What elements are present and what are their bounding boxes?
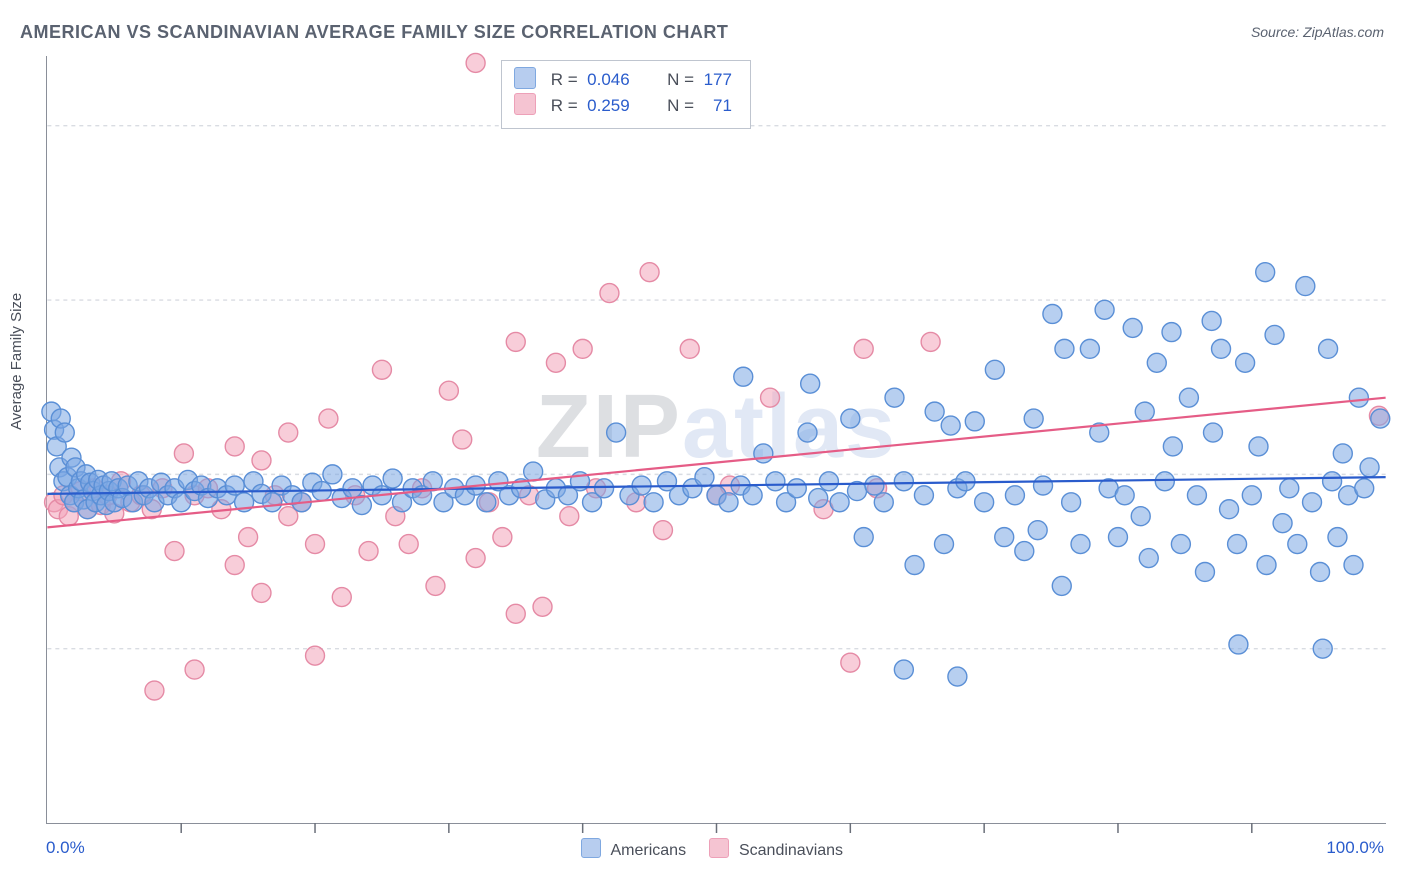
stats-row-scandinavians: R = 0.259 N = 71 [514,93,732,119]
stats-swatch-americans [514,67,536,89]
r-label: R = [551,70,578,89]
r-value-americans: 0.046 [582,70,629,89]
legend-swatch-americans [581,838,601,858]
source-prefix: Source: [1251,24,1303,40]
n-value-americans: 177 [699,70,732,89]
legend-label-scandinavians: Scandinavians [739,842,843,859]
legend-label-americans: Americans [611,842,687,859]
plot-area: ZIPatlas R = 0.046 N = 177 R = 0.259 N =… [46,56,1386,824]
n-value-scandinavians: 71 [699,96,732,115]
chart-title: AMERICAN VS SCANDINAVIAN AVERAGE FAMILY … [20,22,728,43]
source-attribution: Source: ZipAtlas.com [1251,24,1384,40]
scatter-plot-svg [47,56,1386,823]
y-axis-label: Average Family Size [8,293,25,430]
series-legend: Americans Scandinavians [0,838,1406,860]
r-label: R = [551,96,578,115]
legend-swatch-scandinavians [709,838,729,858]
n-label: N = [667,70,694,89]
correlation-stats-box: R = 0.046 N = 177 R = 0.259 N = 71 [501,60,751,129]
stats-row-americans: R = 0.046 N = 177 [514,67,732,93]
chart-container: AMERICAN VS SCANDINAVIAN AVERAGE FAMILY … [0,0,1406,892]
n-label: N = [667,96,694,115]
stats-swatch-scandinavians [514,93,536,115]
r-value-scandinavians: 0.259 [582,96,629,115]
source-name: ZipAtlas.com [1303,24,1384,40]
